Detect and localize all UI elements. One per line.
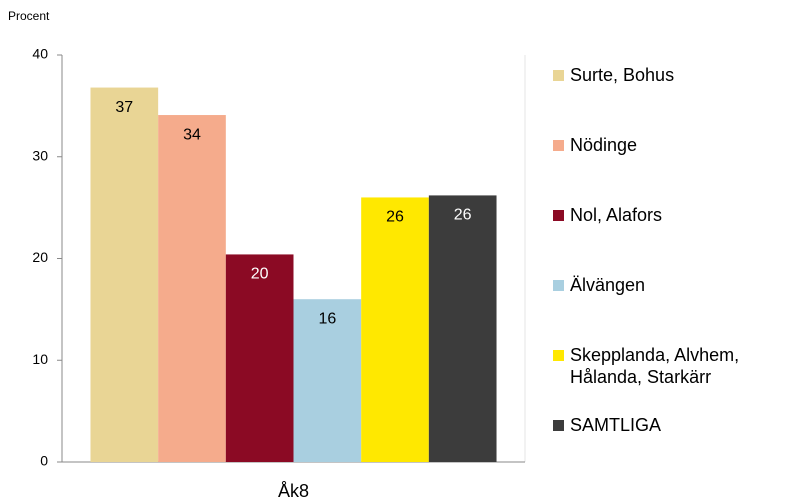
bar	[428, 195, 497, 463]
value-label: 16	[318, 310, 336, 327]
bar	[90, 87, 159, 462]
value-label: 20	[251, 266, 269, 283]
legend-item: Skepplanda, Alvhem, Hålanda, Starkärr	[553, 344, 768, 388]
legend-label: Nol, Alafors	[570, 205, 663, 225]
legend-item: SAMTLIGA	[553, 414, 768, 436]
value-label: 26	[454, 207, 472, 224]
legend-swatch	[553, 350, 564, 361]
y-axis-label: Procent	[8, 9, 50, 23]
legend-swatch	[553, 280, 564, 291]
legend-swatch	[553, 70, 564, 81]
legend-swatch	[553, 420, 564, 431]
value-label: 37	[115, 99, 133, 116]
y-tick-label: 40	[32, 46, 48, 62]
x-tick-label: Åk8	[278, 481, 309, 501]
legend-label: Surte, Bohus	[570, 65, 675, 85]
y-tick-label: 0	[40, 453, 48, 469]
bar	[158, 115, 226, 462]
legend-item: Älvängen	[553, 274, 768, 296]
legend-swatch	[553, 140, 564, 151]
y-tick-label: 20	[32, 249, 48, 265]
legend-label: Nödinge	[570, 135, 638, 155]
value-label: 26	[386, 209, 404, 226]
legend-item: Nödinge	[553, 134, 768, 156]
legend-label: Älvängen	[570, 275, 646, 295]
legend-item: Surte, Bohus	[553, 64, 768, 86]
value-label: 34	[183, 126, 201, 143]
y-tick-label: 30	[32, 147, 48, 163]
bar	[361, 197, 429, 462]
y-tick-label: 10	[32, 351, 48, 367]
legend-swatch	[553, 210, 564, 221]
legend-label: SAMTLIGA	[570, 415, 662, 435]
legend-item: Nol, Alafors	[553, 204, 768, 226]
legend-label: Skepplanda, Alvhem, Hålanda, Starkärr	[570, 345, 740, 387]
bar	[293, 299, 362, 462]
bar	[225, 254, 294, 462]
